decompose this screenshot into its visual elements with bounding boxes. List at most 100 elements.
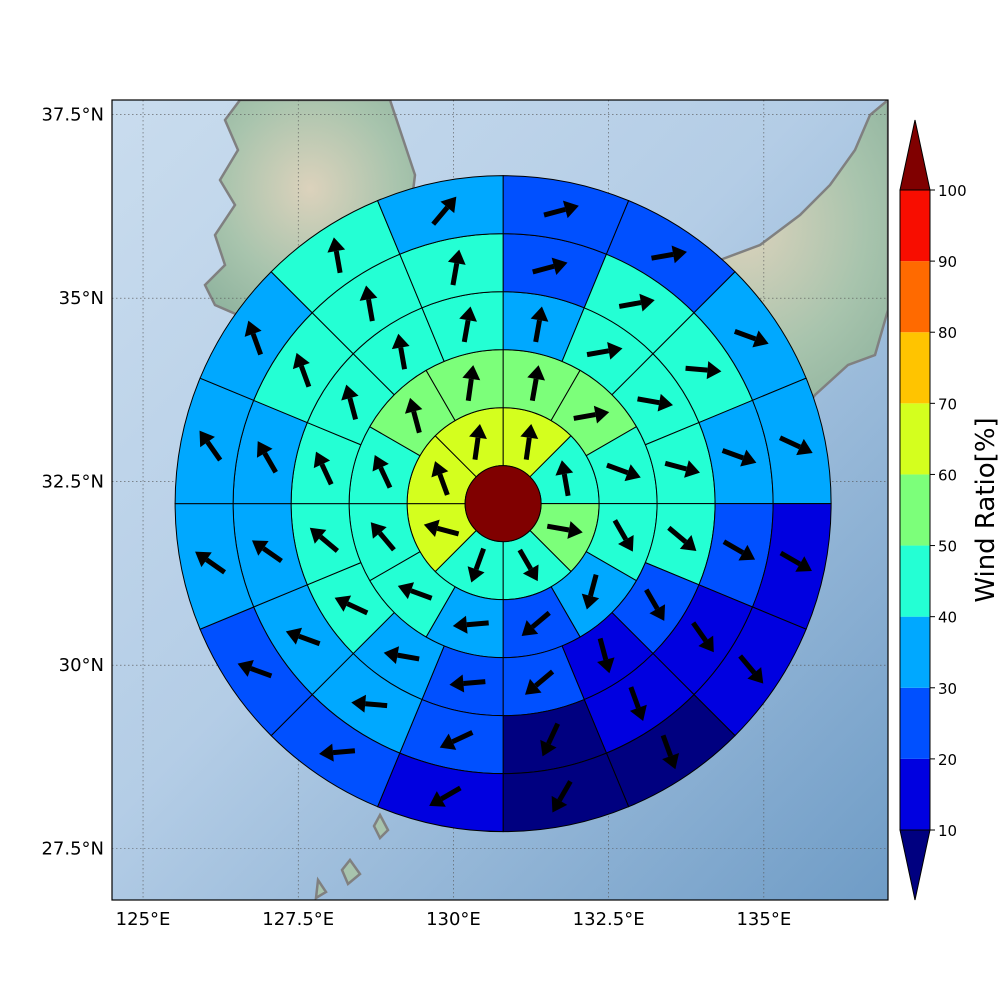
colorbar-frame <box>899 189 931 831</box>
y-tick-label: 35°N <box>59 288 104 309</box>
colorbar-tick-label: 90 <box>938 253 957 271</box>
map-frame <box>111 99 889 901</box>
wind-arrow <box>469 423 487 460</box>
wind-arrow <box>391 333 410 370</box>
wind-arrow <box>449 674 486 693</box>
x-tick-label: 127.5°E <box>262 909 334 930</box>
wind-arrow <box>439 730 474 750</box>
wind-arrow <box>521 610 551 636</box>
colorbar-tick-label: 10 <box>938 822 957 840</box>
wind-arrow <box>527 365 546 402</box>
wind-arrow <box>372 455 393 489</box>
wind-arrow <box>423 519 460 537</box>
wind-arrow <box>685 361 722 380</box>
wind-arrow <box>452 615 489 634</box>
colorbar: 10 20 30 40 50 60 70 80 90 100 <box>899 119 967 901</box>
colorbar-tick-label: 50 <box>938 538 957 556</box>
wind-arrow <box>292 352 312 388</box>
wind-arrow <box>459 306 477 343</box>
wind-arrow <box>546 521 583 539</box>
colorbar-tick-label: 40 <box>938 609 957 627</box>
wind-arrow <box>327 237 346 274</box>
wind-arrow <box>319 743 356 762</box>
wind-arrow <box>397 582 433 601</box>
wind-arrow <box>525 669 555 695</box>
colorbar-tick-label: 100 <box>938 182 967 200</box>
y-tick-label: 32.5°N <box>41 472 104 493</box>
wind-arrow <box>447 249 466 286</box>
wind-direction-arrows <box>195 196 813 813</box>
wind-arrow <box>606 462 641 482</box>
wind-arrow <box>462 365 481 402</box>
wind-arrow <box>628 686 647 721</box>
colorbar-segment <box>900 687 930 759</box>
wind-arrow <box>341 384 359 421</box>
colorbar-over-arrow <box>899 119 931 191</box>
colorbar-segment <box>900 758 930 830</box>
wind-arrow <box>251 540 283 564</box>
colorbar-segment <box>900 190 930 262</box>
center-disc <box>464 465 542 543</box>
wind-arrow <box>722 539 756 561</box>
wind-arrow <box>517 548 539 582</box>
colorbar-tick-label: 20 <box>938 751 957 769</box>
wind-arrow <box>581 574 600 610</box>
y-tick-label: 30°N <box>59 655 104 676</box>
colorbar-tick-label: 70 <box>938 395 957 413</box>
wind-arrow <box>667 525 697 551</box>
colorbar-segment <box>900 403 930 475</box>
colorbar-segment <box>900 545 930 617</box>
y-tick-label: 27.5°N <box>41 839 104 860</box>
wind-arrow <box>540 722 560 757</box>
wind-arrow <box>573 405 610 424</box>
colorbar-segment <box>900 332 930 404</box>
colorbar-under-arrow <box>899 829 931 901</box>
colorbar-label: Wind Ratio[%] <box>971 417 1000 602</box>
wind-arrow <box>256 441 278 474</box>
wind-arrow <box>520 423 539 460</box>
wind-arrow <box>651 245 687 264</box>
wind-arrow <box>431 196 457 226</box>
wind-arrow <box>359 285 378 322</box>
colorbar-segment <box>900 474 930 546</box>
x-tick-label: 135°E <box>736 909 791 930</box>
colorbar-segment <box>900 616 930 688</box>
wind-arrow <box>285 627 321 647</box>
wind-arrow <box>467 547 486 583</box>
wind-arrow <box>586 341 623 360</box>
wind-arrow <box>532 257 568 275</box>
x-tick-label: 125°E <box>116 909 171 930</box>
wind-ratio-rings <box>174 175 832 833</box>
y-tick-label: 37.5°N <box>41 105 104 126</box>
wind-arrow <box>618 293 655 312</box>
wind-arrow <box>738 654 764 684</box>
wind-arrow <box>555 460 574 497</box>
wind-arrow <box>637 393 673 412</box>
colorbar-tick-label: 60 <box>938 466 957 484</box>
wind-arrow <box>644 588 666 621</box>
wind-arrow <box>664 460 700 478</box>
x-tick-label: 132.5°E <box>573 909 645 930</box>
wind-arrow <box>244 320 264 356</box>
colorbar-tick-label: 80 <box>938 324 957 342</box>
wind-arrow <box>313 451 334 486</box>
wind-arrow <box>691 621 714 653</box>
map-axes: 125°E 127.5°E 130°E 132.5°E 135°E 37.5°N 35°N 3… <box>41 105 791 930</box>
wind-arrow <box>199 430 223 462</box>
wind-arrow <box>733 329 769 348</box>
wind-arrow <box>431 461 450 496</box>
wind-arrow <box>597 637 615 674</box>
wind-arrow <box>612 519 634 552</box>
wind-arrow <box>429 785 462 807</box>
wind-arrow <box>530 306 549 343</box>
wind-arrow <box>309 527 340 553</box>
wind-arrow <box>195 551 227 575</box>
wind-arrow <box>778 435 813 456</box>
wind-arrow <box>721 448 757 467</box>
wind-arrow <box>779 550 812 572</box>
x-tick-label: 130°E <box>426 909 481 930</box>
colorbar-tick-label: 30 <box>938 680 957 698</box>
wind-arrow <box>351 694 388 713</box>
